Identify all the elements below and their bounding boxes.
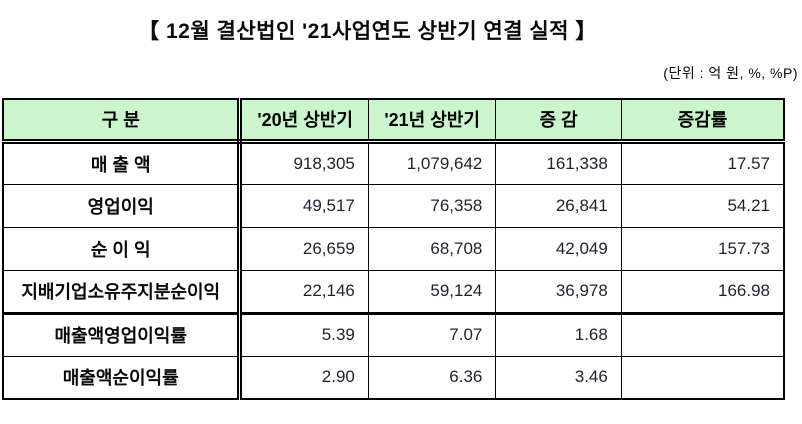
cell-change-rate: 54.21 bbox=[620, 183, 785, 228]
col-header-change: 증 감 bbox=[495, 98, 622, 144]
cell-2020-h1: 22,146 bbox=[239, 269, 369, 315]
cell-change-rate: 166.98 bbox=[620, 269, 785, 315]
header-row: 구 분 '20년 상반기 '21년 상반기 증 감 증감률 bbox=[2, 98, 785, 144]
row-net-margin: 매출액순이익률 2.90 6.36 3.46 bbox=[2, 355, 785, 400]
cell-2021-h1: 68,708 bbox=[367, 226, 497, 271]
col-header-2020-h1: '20년 상반기 bbox=[239, 98, 369, 144]
row-net-profit: 순 이 익 26,659 68,708 42,049 157.73 bbox=[2, 226, 785, 271]
page-title: 【 12월 결산법인 '21사업연도 상반기 연결 실적 】 bbox=[138, 20, 597, 43]
col-header-change-rate: 증감률 bbox=[620, 98, 785, 144]
cell-change-rate: 17.57 bbox=[620, 140, 785, 185]
cell-2020-h1: 26,659 bbox=[239, 226, 369, 271]
cell-2020-h1: 2.90 bbox=[239, 355, 369, 400]
cell-2021-h1: 76,358 bbox=[367, 183, 497, 228]
cell-2021-h1: 7.07 bbox=[367, 312, 497, 357]
row-operating-margin: 매출액영업이익률 5.39 7.07 1.68 bbox=[2, 312, 785, 357]
row-label: 영업이익 bbox=[2, 183, 243, 228]
unit-note: (단위 : 억 원, %, %P) bbox=[663, 65, 798, 81]
cell-2021-h1: 6.36 bbox=[367, 355, 497, 400]
row-operating-profit: 영업이익 49,517 76,358 26,841 54.21 bbox=[2, 183, 785, 228]
cell-2021-h1: 59,124 bbox=[367, 269, 497, 315]
cell-2021-h1: 1,079,642 bbox=[367, 140, 497, 185]
cell-change-rate: 157.73 bbox=[620, 226, 785, 271]
cell-change: 1.68 bbox=[495, 312, 622, 357]
results-table: 구 분 '20년 상반기 '21년 상반기 증 감 증감률 매 출 액 918,… bbox=[2, 98, 785, 400]
cell-change: 161,338 bbox=[495, 140, 622, 185]
cell-2020-h1: 5.39 bbox=[239, 312, 369, 357]
row-label: 순 이 익 bbox=[2, 226, 243, 271]
row-label: 지배기업소유주지분순이익 bbox=[2, 269, 243, 315]
row-label: 매 출 액 bbox=[2, 140, 243, 185]
cell-change: 3.46 bbox=[495, 355, 622, 400]
cell-2020-h1: 918,305 bbox=[239, 140, 369, 185]
cell-change: 26,841 bbox=[495, 183, 622, 228]
row-controlling-interest-net-profit: 지배기업소유주지분순이익 22,146 59,124 36,978 166.98 bbox=[2, 269, 785, 315]
cell-change: 36,978 bbox=[495, 269, 622, 315]
row-revenue: 매 출 액 918,305 1,079,642 161,338 17.57 bbox=[2, 140, 785, 185]
row-label: 매출액순이익률 bbox=[2, 355, 243, 400]
col-header-category: 구 분 bbox=[2, 98, 243, 144]
cell-change-rate bbox=[620, 355, 785, 400]
col-header-2021-h1: '21년 상반기 bbox=[367, 98, 497, 144]
row-label: 매출액영업이익률 bbox=[2, 312, 243, 357]
cell-change: 42,049 bbox=[495, 226, 622, 271]
cell-change-rate bbox=[620, 312, 785, 357]
cell-2020-h1: 49,517 bbox=[239, 183, 369, 228]
